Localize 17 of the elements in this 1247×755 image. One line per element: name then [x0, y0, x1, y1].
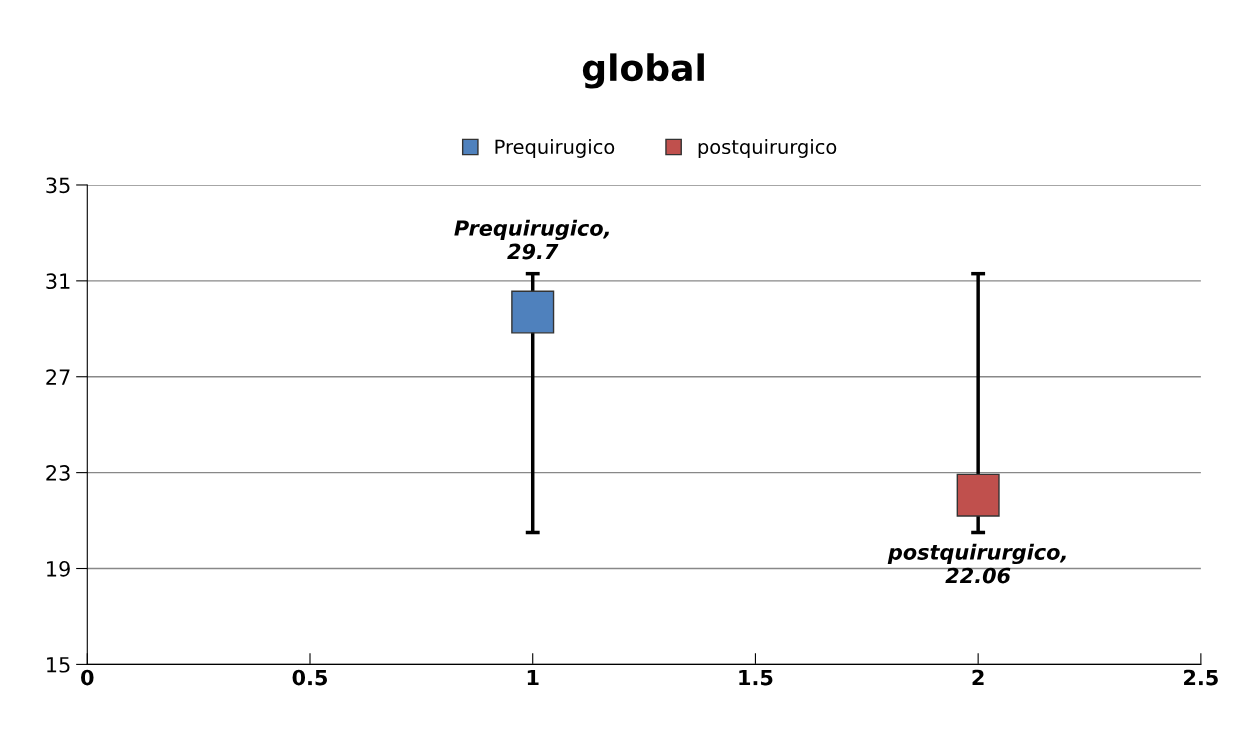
x-tick-label: 1.5 [739, 669, 773, 686]
x-tick-label: 2.5 [1184, 669, 1218, 686]
x-tick-label: 0 [81, 669, 94, 686]
legend-label: postquirurgico [698, 139, 837, 158]
x-tick-label: 0.5 [292, 669, 327, 686]
chart-title: global [582, 53, 704, 89]
data-label: postquirurgico, 22.06 [887, 543, 1066, 584]
y-tick-label: 27 [46, 369, 70, 385]
legend-label: Prequirugico [495, 139, 615, 158]
y-tick-label: 31 [46, 273, 70, 290]
y-tick-label: 19 [47, 560, 70, 577]
data-label: Prequirugico, 29.7 [454, 219, 609, 260]
y-tick-label: 15 [47, 657, 70, 673]
x-tick-label: 1 [527, 669, 539, 686]
y-tick-label: 35 [46, 177, 70, 194]
y-tick-label: 23 [46, 465, 70, 481]
x-tick-label: 2 [972, 669, 984, 686]
